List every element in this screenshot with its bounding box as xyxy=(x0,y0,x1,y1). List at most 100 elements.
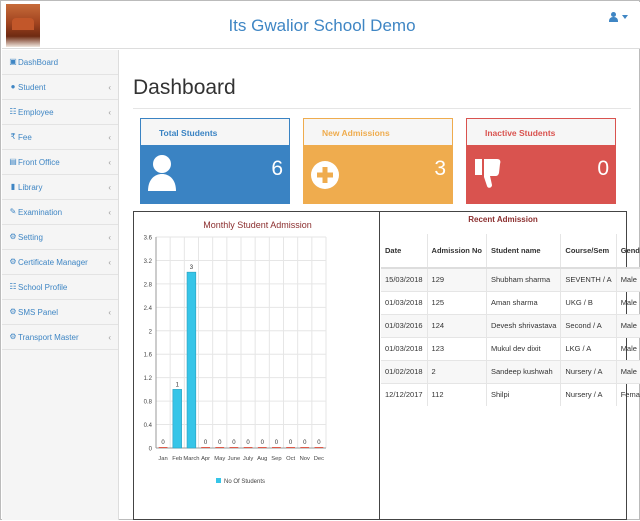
sidebar-item-school-profile[interactable]: ☷ School Profile xyxy=(2,275,118,300)
sidebar-item-dashboard[interactable]: ▣ DashBoard xyxy=(2,50,118,75)
top-header: Its Gwalior School Demo xyxy=(2,2,640,49)
table-row[interactable]: 01/02/2018 2 Sandeep kushwah Nursery / A Mal… xyxy=(381,359,640,383)
sitemap-icon: ☷ xyxy=(9,282,17,291)
school-logo[interactable] xyxy=(6,4,40,47)
bar-march xyxy=(186,271,197,449)
table-cell: Male xyxy=(616,313,640,337)
bar-apr xyxy=(201,447,210,448)
bar-june xyxy=(229,447,239,448)
bar-dec xyxy=(314,447,324,448)
inactive-students-card[interactable]: Inactive Students 0 xyxy=(466,118,616,204)
sidebar-item-student[interactable]: ● Student ‹ xyxy=(2,75,118,100)
table-row[interactable]: 15/03/2018 129 Shubham sharma SEVENTH / A Ma… xyxy=(381,267,640,291)
user-menu[interactable] xyxy=(609,12,628,22)
x-tick-label: Jan xyxy=(158,456,167,462)
sidebar-item-transport-master[interactable]: ⚙ Transport Master ‹ xyxy=(2,325,118,350)
y-tick-label: 0 xyxy=(149,447,153,453)
table-cell: 01/02/2018 xyxy=(381,359,428,383)
data-label: 3 xyxy=(190,265,194,271)
column-header: Course/Sem xyxy=(560,234,617,269)
x-tick-label: Oct xyxy=(286,456,295,462)
sidebar-item-sms-panel[interactable]: ⚙ SMS Panel ‹ xyxy=(2,300,118,325)
card-label: New Admissions xyxy=(304,119,452,145)
sidebar-item-label: School Profile xyxy=(18,282,68,292)
y-tick-label: 2.8 xyxy=(144,282,153,288)
sitemap-icon: ☷ xyxy=(9,107,17,116)
legend-label: No Of Students xyxy=(224,479,265,485)
column-header: Student name xyxy=(486,234,562,269)
data-label: 0 xyxy=(289,440,293,446)
data-label: 0 xyxy=(261,440,265,446)
page-title: Dashboard xyxy=(133,76,236,99)
y-tick-label: 3.6 xyxy=(144,236,153,242)
y-tick-label: 0.4 xyxy=(144,423,153,429)
monthly-admission-chart: Monthly Student Admission 0 0.4 0.8 1.2 1.6 2… xyxy=(133,211,380,520)
bar-may xyxy=(215,447,225,448)
table-row[interactable]: 01/03/2018 125 Aman sharma UKG / B Male xyxy=(381,290,640,314)
table-row[interactable]: 01/03/2016 124 Devesh shrivastava Second / … xyxy=(381,313,640,337)
total-students-card[interactable]: Total Students 6 xyxy=(140,118,290,204)
x-tick-label: March xyxy=(183,456,199,462)
bar-nov xyxy=(300,447,310,448)
data-label: 0 xyxy=(232,440,236,446)
plus-circle-icon xyxy=(311,161,339,189)
gear-icon: ⚙ xyxy=(9,257,17,266)
table-cell: Male xyxy=(616,336,640,360)
main-content: Dashboard Total Students 6 New Admission… xyxy=(120,50,640,520)
x-tick-label: May xyxy=(214,456,225,462)
table-cell: Male xyxy=(616,267,640,291)
data-label: 0 xyxy=(303,440,307,446)
chevron-left-icon: ‹ xyxy=(108,258,111,267)
sidebar-item-label: Setting xyxy=(18,232,43,242)
y-tick-label: 2 xyxy=(149,329,153,335)
thumbs-down-icon xyxy=(475,159,501,188)
column-header: Date xyxy=(381,234,428,269)
rupee-icon: ₹ xyxy=(10,132,16,141)
front-office-icon: ▤ xyxy=(9,157,17,166)
title-divider xyxy=(133,108,631,109)
table-row[interactable]: 01/03/2018 123 Mukul dev dixit LKG / A Male xyxy=(381,336,640,360)
table-cell: 2 xyxy=(427,359,487,383)
chevron-left-icon: ‹ xyxy=(108,208,111,217)
sidebar-item-examination[interactable]: ✎ Examination ‹ xyxy=(2,200,118,225)
table-cell: Female xyxy=(616,382,640,406)
table-cell: SEVENTH / A xyxy=(560,267,617,291)
sidebar-item-fee[interactable]: ₹ Fee ‹ xyxy=(2,125,118,150)
sidebar-item-library[interactable]: ▮ Library ‹ xyxy=(2,175,118,200)
x-tick-label: Dec xyxy=(314,456,324,462)
sidebar-item-employee[interactable]: ☷ Employee ‹ xyxy=(2,100,118,125)
sidebar-item-label: Examination xyxy=(18,207,63,217)
new-admissions-card[interactable]: New Admissions 3 xyxy=(303,118,453,204)
chevron-left-icon: ‹ xyxy=(108,183,111,192)
edit-icon: ✎ xyxy=(9,207,17,216)
bar-feb xyxy=(172,389,182,449)
sidebar-item-label: DashBoard xyxy=(18,57,59,67)
user-icon xyxy=(609,12,618,22)
user-icon xyxy=(148,155,176,191)
x-tick-label: Apr xyxy=(201,456,210,462)
data-label: 1 xyxy=(176,382,180,388)
bar-jan xyxy=(158,447,168,448)
user-icon: ● xyxy=(10,82,16,91)
y-tick-label: 0.8 xyxy=(144,400,153,406)
table-cell: 129 xyxy=(427,267,487,291)
chevron-left-icon: ‹ xyxy=(108,158,111,167)
chevron-left-icon: ‹ xyxy=(108,333,111,342)
x-tick-label: Nov xyxy=(300,456,310,462)
y-tick-label: 3.2 xyxy=(144,259,153,265)
sidebar-item-label: Certificate Manager xyxy=(18,257,88,267)
sidebar-item-label: Fee xyxy=(18,132,32,142)
x-tick-label: July xyxy=(243,456,253,462)
sidebar-item-label: SMS Panel xyxy=(18,307,59,317)
sidebar-item-front-office[interactable]: ▤ Front Office ‹ xyxy=(2,150,118,175)
table-cell: 01/03/2016 xyxy=(381,313,428,337)
recent-admission-panel: Recent Admission Date Admission No Student… xyxy=(379,211,640,520)
sidebar-item-certificate-manager[interactable]: ⚙ Certificate Manager ‹ xyxy=(2,250,118,275)
data-label: 0 xyxy=(161,440,165,446)
bar-sep xyxy=(272,447,281,448)
x-tick-label: Aug xyxy=(257,456,267,462)
sidebar-item-setting[interactable]: ⚙ Setting ‹ xyxy=(2,225,118,250)
table-cell: Nursery / A xyxy=(560,382,617,406)
sidebar-item-label: Front Office xyxy=(18,157,60,167)
